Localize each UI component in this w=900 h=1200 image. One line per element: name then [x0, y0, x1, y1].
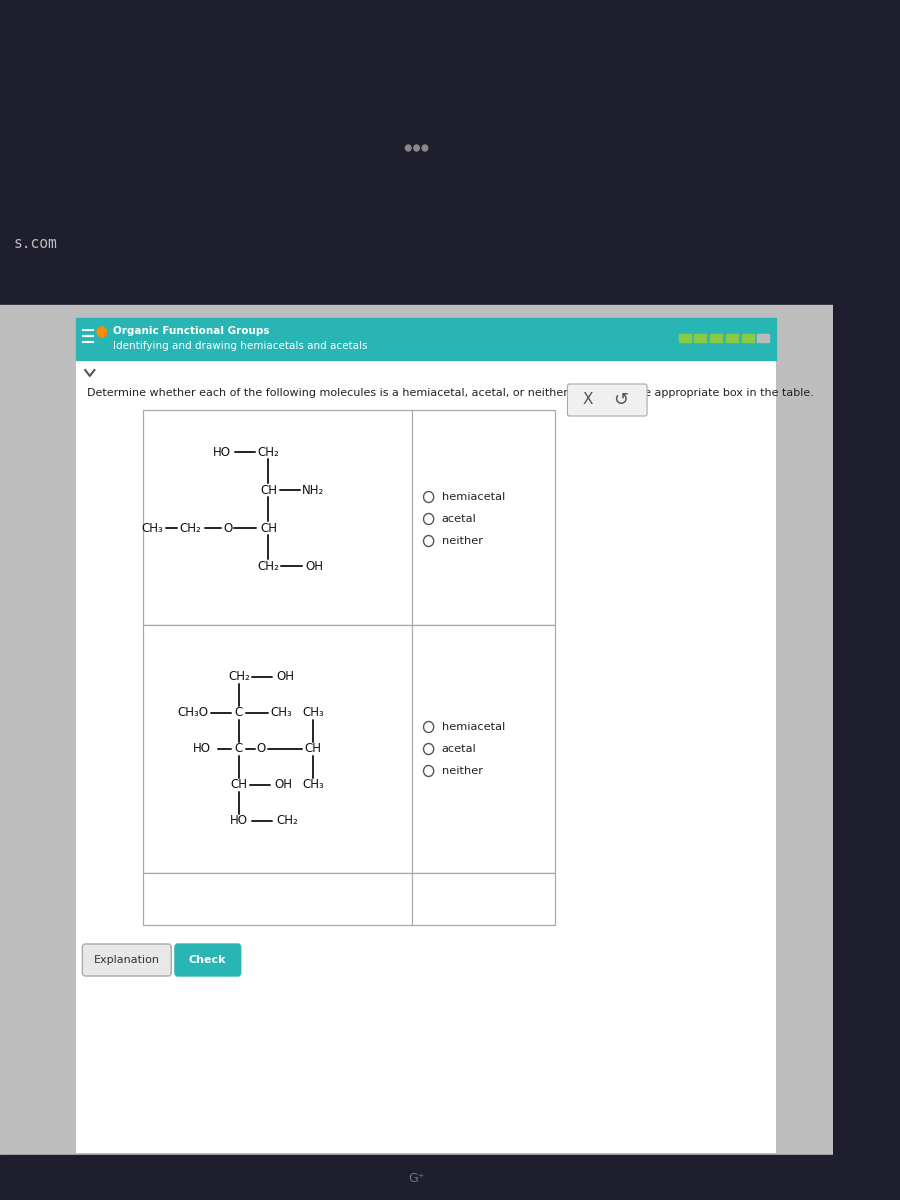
- Text: CH₂: CH₂: [257, 445, 279, 458]
- Bar: [143, 625, 555, 874]
- Text: CH₃: CH₃: [302, 779, 324, 792]
- Bar: [679, 334, 690, 342]
- Text: CH₃: CH₃: [271, 707, 292, 720]
- Bar: [0, 305, 833, 1200]
- Bar: [76, 318, 776, 360]
- Text: Identifying and drawing hemiacetals and acetals: Identifying and drawing hemiacetals and …: [112, 341, 367, 350]
- Text: CH₂: CH₂: [257, 559, 279, 572]
- Text: X: X: [582, 392, 593, 408]
- Text: CH₂: CH₂: [180, 522, 202, 534]
- Bar: [76, 318, 776, 1153]
- Circle shape: [424, 514, 434, 524]
- Text: CH: CH: [230, 779, 248, 792]
- Text: C: C: [235, 707, 243, 720]
- Text: HO: HO: [230, 815, 248, 828]
- Text: O: O: [223, 522, 232, 534]
- Text: Check: Check: [189, 955, 226, 965]
- Bar: [710, 334, 722, 342]
- Text: CH: CH: [260, 522, 277, 534]
- Text: NH₂: NH₂: [302, 484, 324, 497]
- Circle shape: [97, 326, 106, 337]
- Text: OH: OH: [306, 559, 324, 572]
- Text: acetal: acetal: [442, 514, 476, 524]
- Text: acetal: acetal: [442, 744, 476, 754]
- Bar: [143, 874, 555, 925]
- Text: Organic Functional Groups: Organic Functional Groups: [112, 326, 269, 336]
- Text: O: O: [256, 743, 266, 756]
- Text: CH₂: CH₂: [228, 671, 249, 684]
- Text: OH: OH: [276, 671, 294, 684]
- FancyBboxPatch shape: [175, 944, 240, 976]
- Bar: [0, 1154, 833, 1200]
- Circle shape: [424, 535, 434, 546]
- Circle shape: [414, 145, 419, 151]
- Text: CH: CH: [260, 484, 277, 497]
- Bar: [742, 334, 753, 342]
- Text: CH: CH: [304, 743, 321, 756]
- Text: G⁺: G⁺: [409, 1171, 425, 1184]
- Bar: [0, 0, 833, 305]
- Text: CH₃: CH₃: [141, 522, 163, 534]
- Bar: [725, 334, 738, 342]
- Circle shape: [424, 744, 434, 755]
- FancyBboxPatch shape: [568, 384, 647, 416]
- Bar: [757, 334, 770, 342]
- Text: hemiacetal: hemiacetal: [442, 492, 505, 502]
- FancyBboxPatch shape: [83, 944, 171, 976]
- Circle shape: [424, 492, 434, 503]
- Circle shape: [406, 145, 411, 151]
- Text: C: C: [235, 743, 243, 756]
- Bar: [694, 334, 706, 342]
- Text: CH₂: CH₂: [276, 815, 298, 828]
- Text: Determine whether each of the following molecules is a hemiacetal, acetal, or ne: Determine whether each of the following …: [87, 388, 814, 398]
- Text: Explanation: Explanation: [94, 955, 160, 965]
- Circle shape: [424, 766, 434, 776]
- Text: hemiacetal: hemiacetal: [442, 722, 505, 732]
- Text: HO: HO: [193, 743, 211, 756]
- Text: s.com: s.com: [14, 235, 58, 251]
- Bar: [143, 410, 555, 625]
- Circle shape: [422, 145, 427, 151]
- Circle shape: [424, 721, 434, 732]
- Text: HO: HO: [213, 445, 231, 458]
- Text: CH₃: CH₃: [302, 707, 324, 720]
- Text: neither: neither: [442, 536, 482, 546]
- Text: neither: neither: [442, 766, 482, 776]
- Text: ↺: ↺: [613, 391, 628, 409]
- Text: OH: OH: [274, 779, 292, 792]
- Text: CH₃O: CH₃O: [177, 707, 208, 720]
